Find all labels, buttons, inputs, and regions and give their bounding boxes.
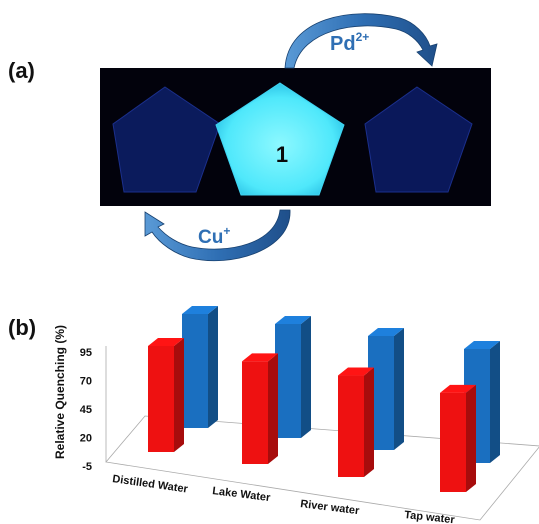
bar-top bbox=[440, 384, 476, 393]
sample-label: 1 bbox=[276, 142, 288, 167]
bar-top bbox=[338, 367, 374, 376]
y-tick-label: 70 bbox=[80, 376, 92, 388]
y-tick-label: 95 bbox=[80, 347, 92, 359]
pentagon-center bbox=[215, 82, 345, 196]
panel-a-label: (a) bbox=[8, 58, 35, 83]
panel-b-label: (b) bbox=[8, 315, 37, 340]
bar-side bbox=[364, 367, 374, 477]
bar-back-1 bbox=[275, 316, 311, 438]
bar-face bbox=[338, 375, 364, 477]
category-label: Lake Water bbox=[212, 485, 272, 504]
bar-front-1 bbox=[242, 353, 278, 464]
category-label: River water bbox=[300, 498, 361, 517]
bar-side bbox=[490, 341, 500, 463]
bar-face bbox=[242, 361, 268, 464]
chart-floor bbox=[105, 415, 539, 521]
ion-top: Pd2+ bbox=[330, 30, 369, 55]
bar-front-2 bbox=[338, 367, 374, 477]
bar-top bbox=[368, 328, 404, 336]
pentagon-right bbox=[364, 86, 473, 193]
bar-top bbox=[148, 337, 184, 346]
category-label: Tap water bbox=[404, 509, 456, 524]
bar-side bbox=[174, 337, 184, 452]
bar-top bbox=[464, 341, 500, 349]
bar-side bbox=[466, 384, 476, 492]
bar-side bbox=[301, 316, 311, 438]
bar-face bbox=[182, 314, 208, 428]
top-arrow bbox=[284, 13, 438, 69]
bar-face bbox=[440, 392, 466, 492]
ion-bottom: Cu+ bbox=[198, 224, 230, 248]
bottom-arrow bbox=[144, 209, 291, 262]
category-label: Distilled Water bbox=[112, 473, 190, 496]
bar-face bbox=[275, 324, 301, 438]
bar-side bbox=[268, 353, 278, 464]
bar-face bbox=[148, 345, 174, 452]
bar-side bbox=[394, 328, 404, 450]
y-tick-label: 45 bbox=[80, 404, 92, 416]
bar-back-0 bbox=[182, 306, 218, 428]
bar-top bbox=[242, 353, 278, 362]
bar-top bbox=[182, 306, 218, 314]
y-tick-label: 20 bbox=[80, 433, 92, 445]
pentagon-left bbox=[112, 86, 221, 193]
y-tick-label: -5 bbox=[82, 461, 92, 473]
bar-side bbox=[208, 306, 218, 428]
bar-front-3 bbox=[440, 384, 476, 492]
bar-front-0 bbox=[148, 337, 184, 452]
bar-top bbox=[275, 316, 311, 324]
bar-chart: -5 20 45 70 95 Distilled Water Lake Water Rive… bbox=[53, 306, 539, 524]
y-axis-label: Relative Quenching (%) bbox=[53, 325, 67, 459]
